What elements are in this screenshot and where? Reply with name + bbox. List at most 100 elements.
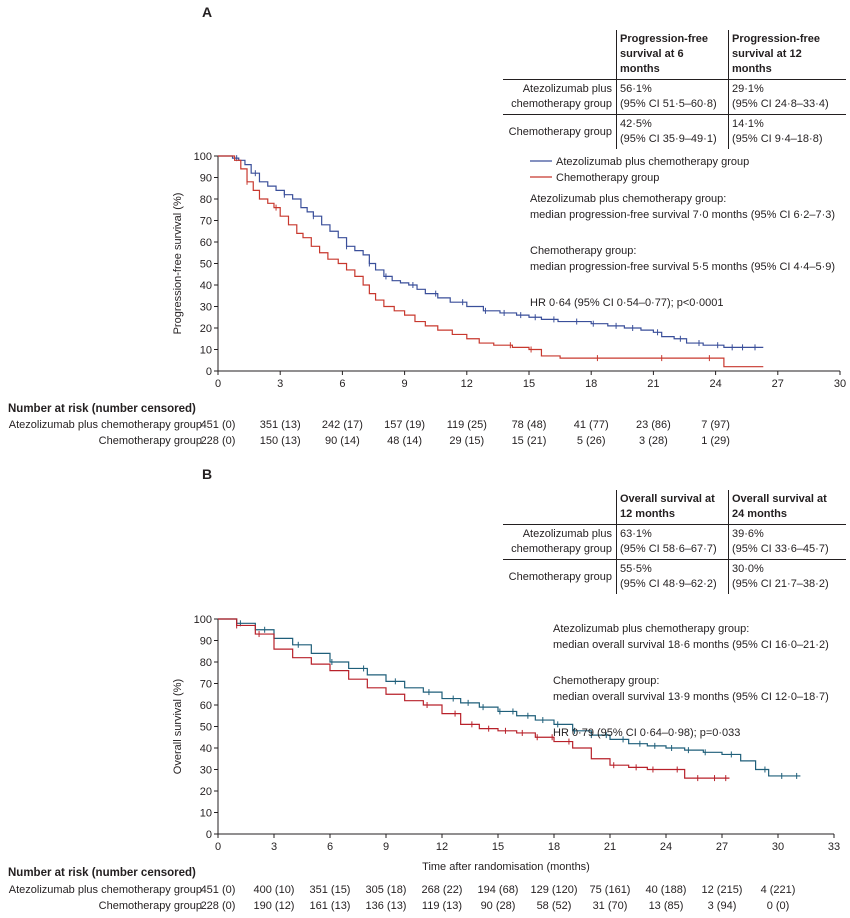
- risk-value: 78 (48): [512, 419, 547, 431]
- risk-value: 12 (215): [702, 884, 743, 896]
- annotation-text: Chemotherapy group:: [553, 675, 659, 687]
- table-row-label: Chemotherapy group: [503, 114, 617, 149]
- y-tick-label: 0: [206, 829, 212, 841]
- x-tick-label: 6: [339, 378, 345, 390]
- y-tick-label: 100: [194, 151, 212, 163]
- risk-value: 150 (13): [260, 435, 301, 447]
- x-tick-label: 27: [716, 841, 728, 853]
- risk-value: 129 (120): [530, 884, 577, 896]
- table-cell: 30·0% (95% CI 21·7–38·2): [728, 559, 846, 594]
- x-tick-label: 21: [647, 378, 659, 390]
- x-tick-label: 18: [585, 378, 597, 390]
- risk-value: 451 (0): [201, 884, 236, 896]
- x-tick-label: 15: [523, 378, 535, 390]
- x-tick-label: 24: [660, 841, 672, 853]
- risk-value: 41 (77): [574, 419, 609, 431]
- x-tick-label: 0: [215, 841, 221, 853]
- risk-value: 305 (18): [366, 884, 407, 896]
- x-tick-label: 30: [834, 378, 846, 390]
- annotation-text: Chemotherapy group:: [530, 245, 636, 257]
- risk-value: 1 (29): [701, 435, 730, 447]
- y-tick-label: 40: [200, 280, 212, 292]
- x-axis-label: Time after randomisation (months): [422, 861, 590, 873]
- x-tick-label: 9: [402, 378, 408, 390]
- y-tick-label: 80: [200, 657, 212, 669]
- series-line-atezolizumab: [218, 155, 764, 348]
- y-tick-label: 0: [206, 366, 212, 378]
- risk-value: 119 (13): [422, 900, 462, 912]
- annotation-text: HR 0·79 (95% CI 0·64–0·98); p=0·033: [553, 727, 740, 739]
- x-tick-label: 30: [772, 841, 784, 853]
- y-tick-label: 20: [200, 323, 212, 335]
- risk-value: 90 (28): [481, 900, 516, 912]
- risk-value: 194 (68): [478, 884, 519, 896]
- y-tick-label: 30: [200, 302, 212, 314]
- risk-value: 4 (221): [761, 884, 796, 896]
- x-tick-label: 18: [548, 841, 560, 853]
- y-tick-label: 90: [200, 636, 212, 648]
- table-header: Progression-free survival at 12 months: [728, 30, 846, 80]
- annotation-text: median overall survival 13·9 months (95%…: [553, 691, 829, 703]
- risk-value: 31 (70): [593, 900, 628, 912]
- x-tick-label: 6: [327, 841, 333, 853]
- risk-value: 48 (14): [387, 435, 422, 447]
- table-cell: 56·1% (95% CI 51·5–60·8): [616, 79, 729, 115]
- series-line-atezolizumab: [218, 618, 801, 777]
- table-header: Overall survival at 24 months: [728, 490, 846, 525]
- risk-row-label: Chemotherapy group: [99, 900, 202, 912]
- annotation-text: Atezolizumab plus chemotherapy group:: [553, 623, 749, 635]
- x-tick-label: 33: [828, 841, 840, 853]
- risk-value: 400 (10): [254, 884, 295, 896]
- risk-value: 40 (188): [646, 884, 687, 896]
- table-cell: 55·5% (95% CI 48·9–62·2): [616, 559, 729, 594]
- panel-label-a: A: [202, 4, 213, 20]
- x-tick-label: 24: [709, 378, 721, 390]
- y-tick-label: 50: [200, 259, 212, 271]
- estimates-table-a: Progression-free survival at 6 months Pr…: [503, 30, 846, 149]
- risk-value: 3 (28): [639, 435, 668, 447]
- annotation-text: median overall survival 18·6 months (95%…: [553, 639, 829, 651]
- estimates-table-b: Overall survival at 12 months Overall su…: [503, 490, 846, 594]
- x-tick-label: 12: [436, 841, 448, 853]
- table-header: Progression-free survival at 6 months: [616, 30, 729, 80]
- y-tick-label: 30: [200, 765, 212, 777]
- risk-value: 451 (0): [201, 419, 236, 431]
- y-tick-label: 70: [200, 216, 212, 228]
- risk-table-title: Number at risk (number censored): [8, 867, 196, 879]
- y-tick-label: 100: [194, 614, 212, 626]
- legend-label: Chemotherapy group: [556, 172, 659, 184]
- risk-row-label: Atezolizumab plus chemotherapy group: [9, 884, 202, 896]
- risk-table-title: Number at risk (number censored): [8, 403, 196, 415]
- risk-value: 136 (13): [366, 900, 407, 912]
- x-tick-label: 3: [277, 378, 283, 390]
- x-tick-label: 12: [461, 378, 473, 390]
- risk-value: 23 (86): [636, 419, 671, 431]
- risk-value: 3 (94): [708, 900, 737, 912]
- series-line-chemotherapy: [218, 618, 730, 779]
- x-tick-label: 0: [215, 378, 221, 390]
- x-tick-label: 15: [492, 841, 504, 853]
- y-tick-label: 20: [200, 786, 212, 798]
- risk-value: 119 (25): [447, 419, 487, 431]
- table-cell: 14·1% (95% CI 9·4–18·8): [728, 114, 846, 149]
- y-axis-label: Overall survival (%): [172, 679, 184, 774]
- y-axis-label: Progression-free survival (%): [172, 193, 184, 335]
- risk-value: 90 (14): [325, 435, 360, 447]
- risk-value: 7 (97): [701, 419, 730, 431]
- annotation-text: Atezolizumab plus chemotherapy group:: [530, 193, 726, 205]
- risk-value: 228 (0): [201, 435, 236, 447]
- annotation-text: median progression-free survival 5·5 mon…: [530, 261, 835, 273]
- table-header: Overall survival at 12 months: [616, 490, 729, 525]
- risk-row-label: Atezolizumab plus chemotherapy group: [9, 419, 202, 431]
- risk-value: 190 (12): [254, 900, 295, 912]
- x-tick-label: 21: [604, 841, 616, 853]
- risk-value: 161 (13): [310, 900, 351, 912]
- table-cell: 39·6% (95% CI 33·6–45·7): [728, 524, 846, 560]
- x-tick-label: 3: [271, 841, 277, 853]
- annotation-text: HR 0·64 (95% CI 0·54–0·77); p<0·0001: [530, 297, 724, 309]
- risk-value: 228 (0): [201, 900, 236, 912]
- panel-label-b: B: [202, 466, 213, 482]
- y-tick-label: 10: [200, 345, 212, 357]
- x-tick-label: 27: [772, 378, 784, 390]
- risk-value: 15 (21): [512, 435, 547, 447]
